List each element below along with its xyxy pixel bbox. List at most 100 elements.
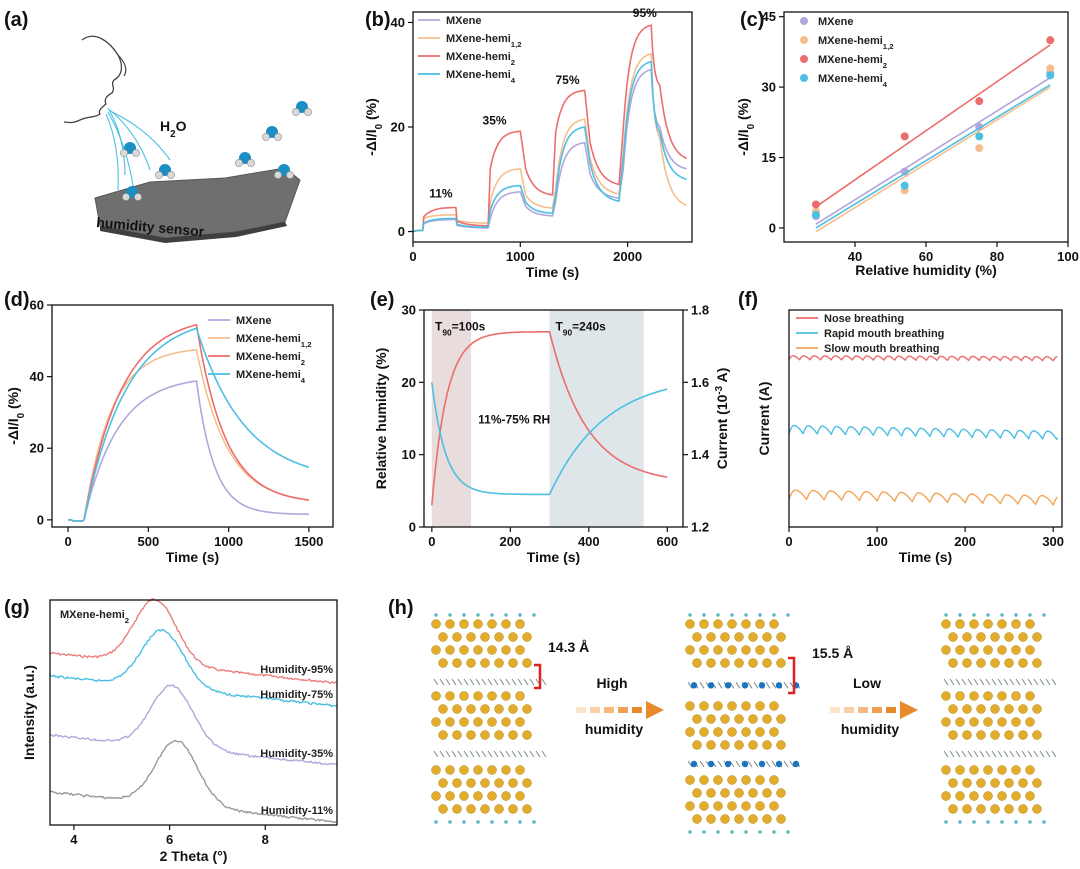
metal-atom xyxy=(522,778,532,788)
metal-atom xyxy=(508,632,518,642)
interlayer-spacing-label: 15.5 Å xyxy=(812,645,853,661)
metal-atom xyxy=(699,801,709,811)
y-tick-label: 1.8 xyxy=(691,303,709,318)
molecular-linker xyxy=(1015,678,1021,686)
metal-atom xyxy=(459,717,469,727)
humidity-curve xyxy=(431,330,668,506)
mxene-layer xyxy=(941,765,1042,814)
metal-atom xyxy=(706,788,716,798)
surface-termination xyxy=(744,830,748,834)
plot-frame xyxy=(49,599,338,826)
legend-label: MXene-hemi2 xyxy=(446,51,515,67)
metal-atom xyxy=(990,730,1000,740)
metal-atom xyxy=(515,691,525,701)
legend-label: MXene-hemi2 xyxy=(818,54,887,70)
metal-atom xyxy=(494,658,504,668)
response-time-label: T90=100s xyxy=(435,319,486,337)
molecular-linker xyxy=(541,750,547,758)
metal-atom xyxy=(699,727,709,737)
arrow-segment xyxy=(858,707,868,713)
legend-label: MXene-hemi1,2 xyxy=(818,35,893,51)
surface-termination xyxy=(716,830,720,834)
molecular-linker xyxy=(973,678,979,686)
metal-atom xyxy=(501,717,511,727)
metal-atom xyxy=(699,775,709,785)
metal-atom xyxy=(755,701,765,711)
xrd-curve-xrd35 xyxy=(49,684,338,766)
metal-atom xyxy=(473,765,483,775)
breathing-signal-nose xyxy=(788,355,1058,362)
metal-atom xyxy=(480,658,490,668)
water-molecule-icon xyxy=(122,186,142,201)
metal-atom xyxy=(494,632,504,642)
water-molecule-icon xyxy=(707,760,715,768)
metal-atom xyxy=(713,619,723,629)
interlayer xyxy=(433,678,547,686)
legend-label: MXene xyxy=(818,16,853,28)
molecular-linker xyxy=(949,678,955,686)
panel-d-chart: 0 500 1000 1500 0 20 40 60 Time (s) -ΔI/I0 (%) MXe… xyxy=(5,298,334,565)
metal-atom xyxy=(1011,645,1021,655)
metal-atom xyxy=(983,765,993,775)
metal-atom xyxy=(983,645,993,655)
metal-atom xyxy=(508,658,518,668)
y-tick-label: 20 xyxy=(391,120,405,135)
molecular-linker xyxy=(961,750,967,758)
metal-atom xyxy=(438,704,448,714)
water-molecule-icon xyxy=(775,760,783,768)
surface-termination xyxy=(504,820,508,824)
interlayer xyxy=(687,682,801,689)
metal-atom xyxy=(445,765,455,775)
plot-frame xyxy=(423,309,684,528)
metal-atom xyxy=(720,814,730,824)
metal-atom xyxy=(494,704,504,714)
metal-atom xyxy=(997,619,1007,629)
metal-atom xyxy=(1025,645,1035,655)
metal-atom xyxy=(976,730,986,740)
y-axis-label-right: Current (10-3 A) xyxy=(714,368,731,470)
metal-atom xyxy=(734,740,744,750)
legend-label: MXene-hemi1,2 xyxy=(446,33,521,49)
metal-atom xyxy=(955,791,965,801)
x-tick-label: 1500 xyxy=(294,534,323,549)
y-tick-label: 15 xyxy=(762,150,776,165)
metal-atom xyxy=(741,701,751,711)
humidity-level-label: 35% xyxy=(483,113,507,127)
metal-atom xyxy=(727,645,737,655)
molecular-linker xyxy=(1045,678,1051,686)
molecular-linker xyxy=(1003,750,1009,758)
molecular-linker xyxy=(457,678,463,686)
metal-atom xyxy=(466,704,476,714)
surface-termination xyxy=(1000,613,1004,617)
metal-atom xyxy=(727,619,737,629)
metal-atom xyxy=(685,775,695,785)
water-molecule-icon xyxy=(775,682,783,689)
metal-atom xyxy=(734,814,744,824)
surface-termination xyxy=(490,820,494,824)
metal-atom xyxy=(1004,778,1014,788)
molecular-linker xyxy=(445,678,451,686)
metal-atom xyxy=(508,704,518,714)
metal-atom xyxy=(522,632,532,642)
metal-atom xyxy=(431,717,441,727)
molecular-linker xyxy=(469,750,475,758)
metal-atom xyxy=(941,619,951,629)
scatter-point xyxy=(900,132,909,141)
metal-atom xyxy=(473,691,483,701)
water-molecule-icon xyxy=(120,142,140,157)
metal-atom xyxy=(515,791,525,801)
surface-termination xyxy=(744,613,748,617)
molecular-linker xyxy=(439,750,445,758)
molecular-linker xyxy=(747,760,753,768)
metal-atom xyxy=(480,804,490,814)
molecular-linker xyxy=(985,750,991,758)
surface-termination xyxy=(944,613,948,617)
metal-atom xyxy=(438,730,448,740)
metal-atom xyxy=(776,740,786,750)
series-line-mxene xyxy=(68,380,309,522)
shaded-region xyxy=(549,310,644,527)
molecular-linker xyxy=(771,682,777,689)
metal-atom xyxy=(685,801,695,811)
metal-atom xyxy=(466,632,476,642)
